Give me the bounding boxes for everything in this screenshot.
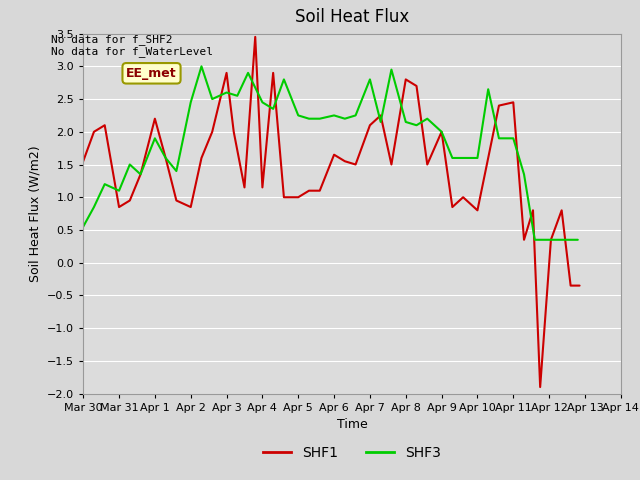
Y-axis label: Soil Heat Flux (W/m2): Soil Heat Flux (W/m2)	[29, 145, 42, 282]
Text: No data for f_SHF2
No data for f_WaterLevel: No data for f_SHF2 No data for f_WaterLe…	[51, 34, 213, 57]
Title: Soil Heat Flux: Soil Heat Flux	[295, 9, 409, 26]
Legend: SHF1, SHF3: SHF1, SHF3	[258, 441, 446, 466]
Text: EE_met: EE_met	[126, 67, 177, 80]
X-axis label: Time: Time	[337, 418, 367, 431]
